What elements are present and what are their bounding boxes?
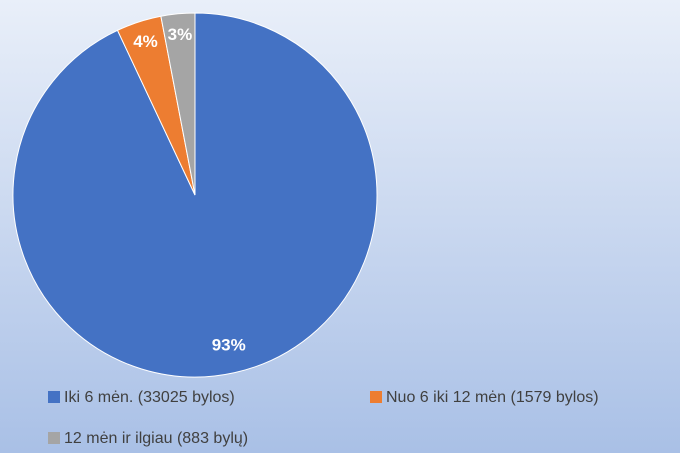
legend-swatch bbox=[48, 391, 60, 403]
legend-label: Nuo 6 iki 12 mėn (1579 bylos) bbox=[386, 389, 599, 406]
legend-label: 12 mėn ir ilgiau (883 bylų) bbox=[64, 430, 248, 447]
legend-swatch bbox=[48, 432, 60, 444]
pie-slice bbox=[160, 12, 196, 196]
legend-label: Iki 6 mėn. (33025 bylos) bbox=[64, 389, 235, 406]
legend-swatch bbox=[370, 391, 382, 403]
value-label: 3% bbox=[168, 25, 193, 44]
value-label: 4% bbox=[133, 32, 158, 51]
value-label: 93% bbox=[212, 335, 246, 354]
